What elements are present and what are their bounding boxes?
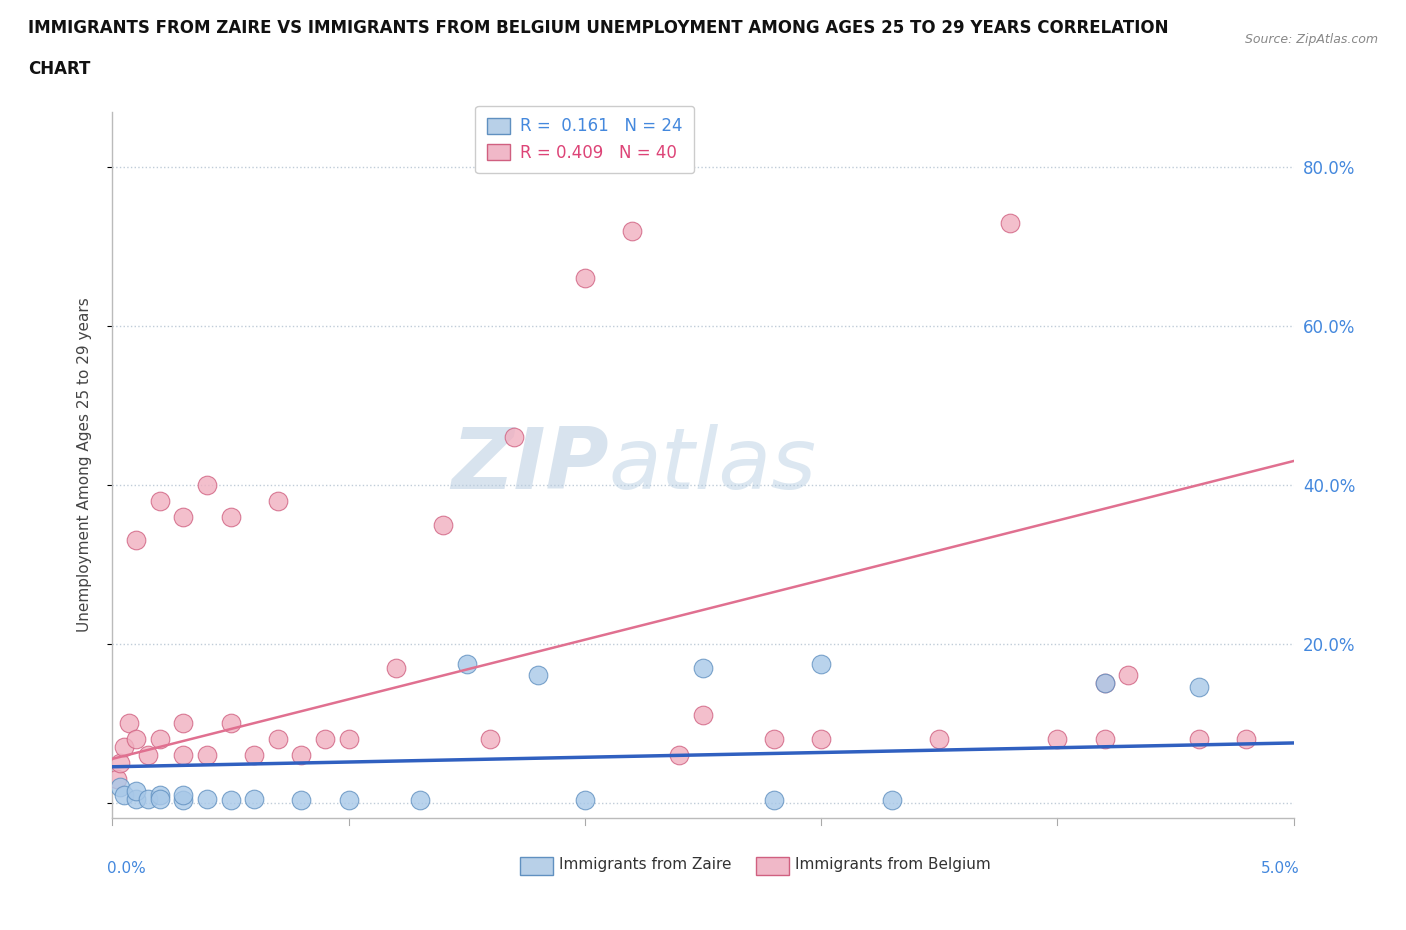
Point bbox=[503, 430, 526, 445]
Point bbox=[1094, 676, 1116, 691]
Point bbox=[195, 791, 218, 806]
Point bbox=[149, 791, 172, 806]
Point bbox=[762, 792, 785, 807]
Text: atlas: atlas bbox=[609, 423, 817, 507]
Text: CHART: CHART bbox=[28, 60, 90, 78]
Point bbox=[243, 791, 266, 806]
Y-axis label: Unemployment Among Ages 25 to 29 years: Unemployment Among Ages 25 to 29 years bbox=[77, 298, 91, 632]
Point bbox=[456, 656, 478, 671]
Point bbox=[149, 732, 172, 747]
Point bbox=[1116, 668, 1139, 683]
Point bbox=[692, 708, 714, 723]
Point bbox=[1046, 732, 1069, 747]
Point bbox=[880, 792, 903, 807]
Point bbox=[108, 779, 131, 794]
Point bbox=[195, 748, 218, 763]
Point bbox=[105, 771, 128, 786]
Text: Immigrants from Zaire: Immigrants from Zaire bbox=[560, 857, 731, 871]
Point bbox=[1094, 676, 1116, 691]
Point bbox=[810, 732, 832, 747]
Point bbox=[314, 732, 336, 747]
Point bbox=[125, 732, 148, 747]
Point bbox=[574, 271, 596, 286]
Text: 5.0%: 5.0% bbox=[1261, 861, 1299, 876]
Point bbox=[125, 783, 148, 798]
Point bbox=[118, 716, 141, 731]
Text: Source: ZipAtlas.com: Source: ZipAtlas.com bbox=[1244, 33, 1378, 46]
Point bbox=[668, 748, 690, 763]
Point bbox=[998, 216, 1021, 231]
Point bbox=[172, 510, 194, 525]
Point bbox=[290, 792, 312, 807]
Point bbox=[1188, 680, 1211, 695]
Point bbox=[136, 791, 159, 806]
Point bbox=[149, 787, 172, 802]
Point bbox=[243, 748, 266, 763]
Text: IMMIGRANTS FROM ZAIRE VS IMMIGRANTS FROM BELGIUM UNEMPLOYMENT AMONG AGES 25 TO 2: IMMIGRANTS FROM ZAIRE VS IMMIGRANTS FROM… bbox=[28, 19, 1168, 36]
Point bbox=[125, 791, 148, 806]
Point bbox=[928, 732, 950, 747]
Point bbox=[195, 477, 218, 492]
Point bbox=[172, 748, 194, 763]
Point bbox=[112, 739, 135, 754]
Legend: R =  0.161   N = 24, R = 0.409   N = 40: R = 0.161 N = 24, R = 0.409 N = 40 bbox=[475, 106, 695, 174]
Point bbox=[172, 787, 194, 802]
Point bbox=[574, 792, 596, 807]
Point bbox=[108, 755, 131, 770]
Point bbox=[432, 517, 454, 532]
Point bbox=[267, 732, 290, 747]
Point bbox=[267, 493, 290, 508]
Text: ZIP: ZIP bbox=[451, 423, 609, 507]
FancyBboxPatch shape bbox=[756, 857, 789, 875]
Point bbox=[172, 792, 194, 807]
Text: Immigrants from Belgium: Immigrants from Belgium bbox=[796, 857, 991, 871]
Point bbox=[125, 533, 148, 548]
Point bbox=[112, 787, 135, 802]
Point bbox=[1094, 732, 1116, 747]
Point bbox=[219, 510, 242, 525]
Point bbox=[219, 792, 242, 807]
Point bbox=[810, 656, 832, 671]
Point bbox=[1188, 732, 1211, 747]
Point bbox=[337, 732, 360, 747]
Point bbox=[621, 223, 644, 238]
Point bbox=[385, 660, 408, 675]
Point bbox=[290, 748, 312, 763]
Point bbox=[219, 716, 242, 731]
FancyBboxPatch shape bbox=[520, 857, 553, 875]
Point bbox=[762, 732, 785, 747]
Point bbox=[136, 748, 159, 763]
Point bbox=[172, 716, 194, 731]
Point bbox=[479, 732, 502, 747]
Point bbox=[408, 792, 430, 807]
Point bbox=[692, 660, 714, 675]
Point bbox=[526, 668, 548, 683]
Point bbox=[1234, 732, 1257, 747]
Point bbox=[337, 792, 360, 807]
Point bbox=[149, 493, 172, 508]
Text: 0.0%: 0.0% bbox=[107, 861, 145, 876]
